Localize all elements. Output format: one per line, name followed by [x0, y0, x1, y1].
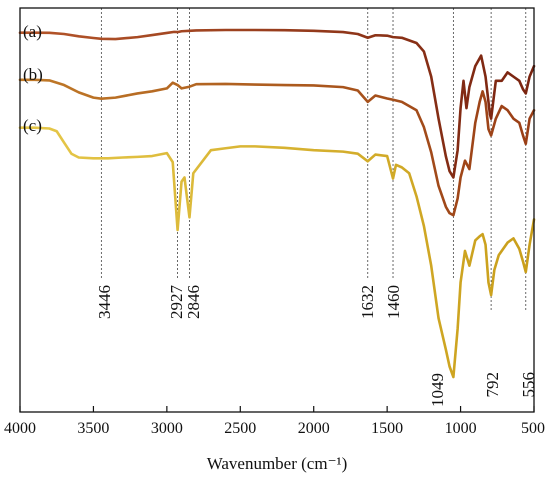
x-tick-label-3500: 3500	[77, 420, 109, 437]
spectra	[18, 28, 536, 379]
peak-label-1049: 1049	[428, 373, 447, 407]
series-label-a: (a)	[23, 22, 42, 41]
peak-label-2927: 2927	[167, 285, 186, 320]
x-tick-label-1500: 1500	[371, 420, 403, 437]
peak-label-556: 556	[519, 372, 538, 398]
spectrum-line-a	[18, 28, 536, 179]
peak-label-1460: 1460	[384, 285, 403, 319]
peak-label-1632: 1632	[358, 285, 377, 319]
x-axis-title: Wavenumber (cm⁻¹)	[207, 454, 348, 473]
x-tick-label-2000: 2000	[298, 420, 330, 437]
x-tick-label-1000: 1000	[445, 420, 477, 437]
x-tick-label-500: 500	[521, 420, 545, 437]
peak-label-3446: 3446	[95, 285, 114, 319]
x-tick-label-2500: 2500	[224, 420, 256, 437]
x-axis-ticks	[19, 406, 535, 412]
peak-markers	[100, 8, 527, 310]
x-tick-label-3000: 3000	[151, 420, 183, 437]
peak-label-792: 792	[483, 372, 502, 398]
x-axis-tick-labels: 4000 3500 3000 2500 2000 1500 1000 500	[4, 420, 545, 437]
x-tick-label-4000: 4000	[4, 420, 36, 437]
series-label-c: (c)	[23, 116, 42, 135]
spectrum-line-b	[18, 78, 536, 217]
spectrum-line-c	[18, 126, 536, 379]
peak-label-2846: 2846	[184, 285, 203, 319]
series-label-b: (b)	[23, 65, 43, 84]
series-labels: (a) (b) (c)	[23, 22, 43, 135]
plot-frame	[19, 7, 535, 413]
